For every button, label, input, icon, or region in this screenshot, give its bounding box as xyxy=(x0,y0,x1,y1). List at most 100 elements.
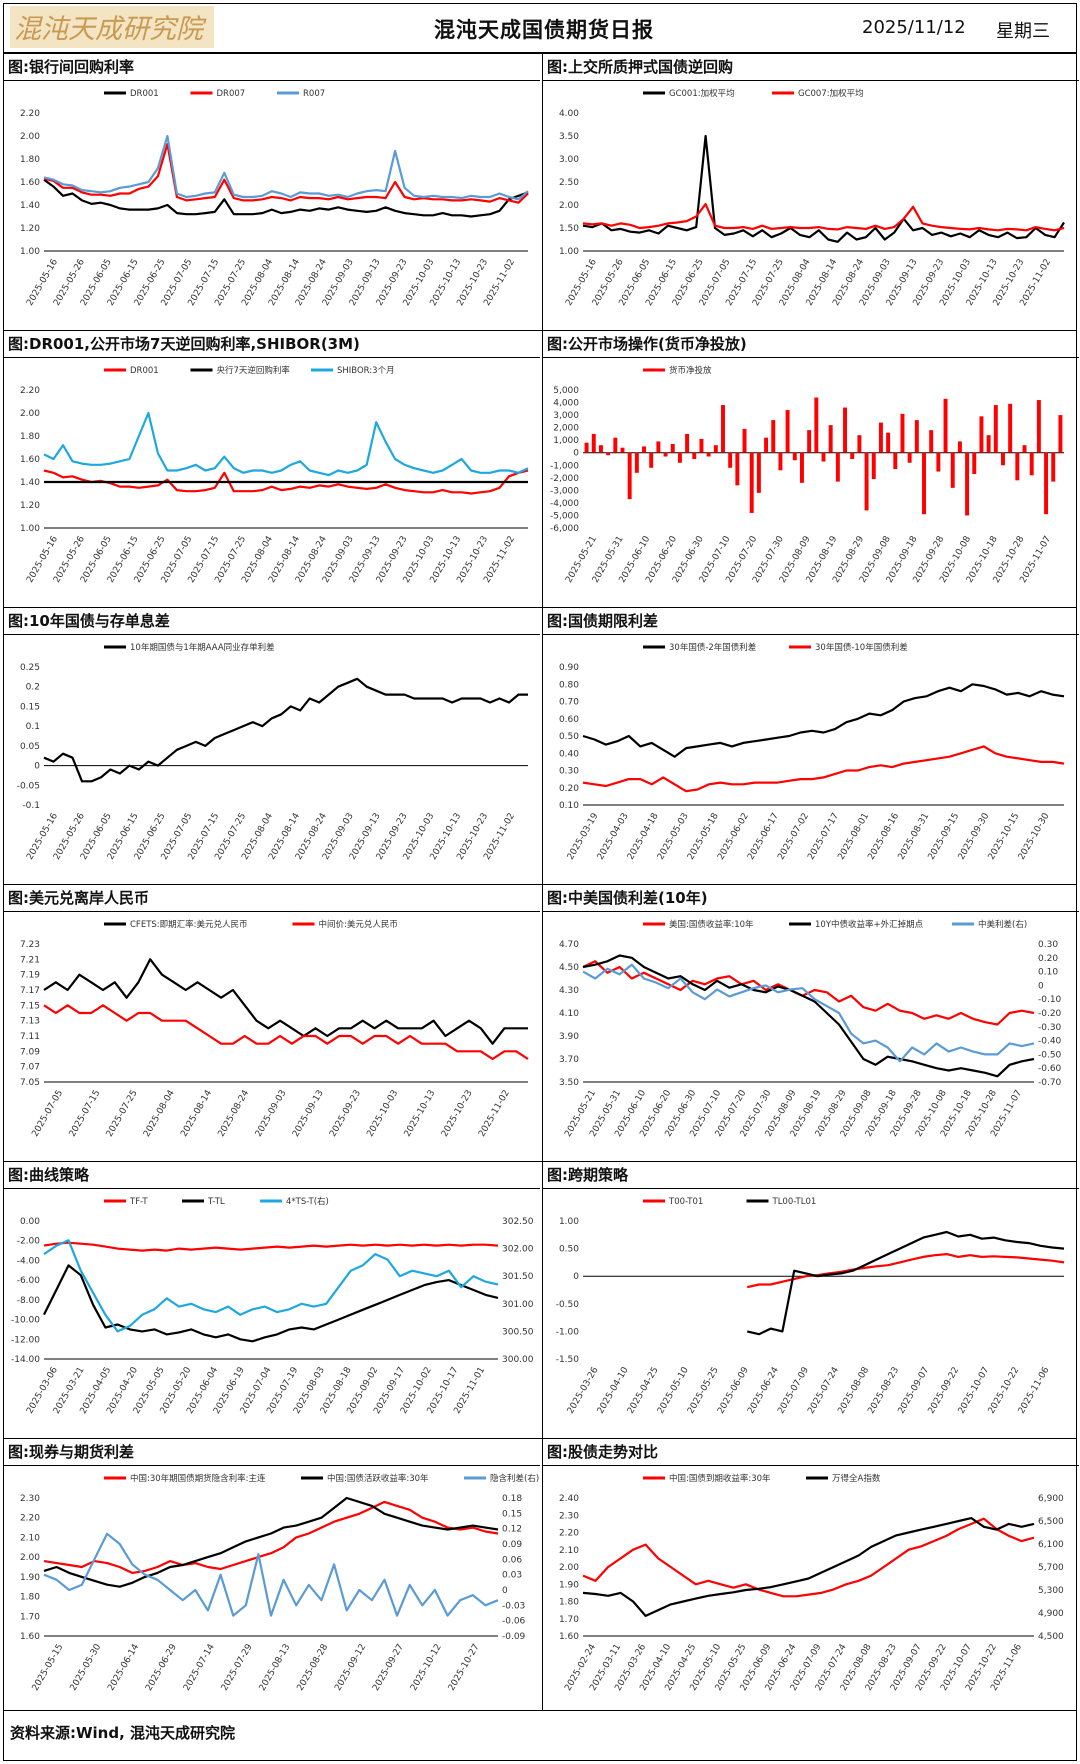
y-tick-label: 0.05 xyxy=(20,742,40,752)
x-tick-label: 2025-04-18 xyxy=(626,811,661,862)
legend-label: 货币净投放 xyxy=(669,365,712,376)
bar xyxy=(713,445,718,453)
x-tick-label: 2025-10-27 xyxy=(447,1643,482,1693)
y-tick-label: 2.00 xyxy=(559,201,579,211)
y-tick-label: 3.70 xyxy=(559,1055,579,1065)
panel-title: 图:公开市场操作(货币净投放) xyxy=(547,335,747,353)
bar xyxy=(957,441,962,453)
series-line xyxy=(582,134,1065,243)
row-divider xyxy=(4,330,1076,331)
bar xyxy=(814,397,819,453)
series-line xyxy=(746,1230,1065,1336)
legend-label: 10年期国债与1年期AAA同业存单利差 xyxy=(130,642,275,653)
panel-title: 图:股债走势对比 xyxy=(547,1443,658,1461)
y2-tick-label: 6,900 xyxy=(1038,1494,1064,1504)
y-tick-label: 1,000 xyxy=(553,436,579,446)
x-tick-label: 2025-08-23 xyxy=(866,1366,901,1416)
y-tick-label: 0 xyxy=(573,1272,579,1282)
x-tick-label: 2025-08-01 xyxy=(836,812,871,862)
series-line xyxy=(43,178,529,218)
y2-tick-label: 6,500 xyxy=(1038,1517,1064,1527)
series-line xyxy=(43,143,529,204)
y2-tick-label: 301.50 xyxy=(502,1272,534,1282)
bar xyxy=(1044,452,1049,515)
bar xyxy=(785,410,790,453)
x-tick-label: 2025-06-14 xyxy=(106,1642,141,1693)
y2-tick-label: 0.12 xyxy=(502,1525,522,1535)
panel-title: 图:跨期策略 xyxy=(547,1166,628,1184)
x-tick-label: 2025-06-29 xyxy=(144,1642,179,1693)
y-tick-label: 1.90 xyxy=(559,1580,579,1590)
x-tick-label: 2025-10-07 xyxy=(957,1366,992,1416)
series-line xyxy=(582,745,1065,793)
y2-tick-label: 6,100 xyxy=(1038,1540,1064,1550)
bar xyxy=(685,433,690,453)
bar xyxy=(914,420,919,453)
report-weekday: 星期三 xyxy=(996,21,1050,42)
report-title: 混沌天成国债期货日报 xyxy=(434,18,654,42)
bar xyxy=(749,452,754,513)
bar xyxy=(850,452,855,459)
y-tick-label: 1.20 xyxy=(20,224,40,234)
x-tick-label: 2025-10-13 xyxy=(403,1089,438,1139)
panel-calendar-strategy: 图:跨期策略 1.00 0.50 0 -0.50 -1.00 -1.50 2025-03-26… xyxy=(543,1162,1079,1438)
x-tick-label: 2025-10-03 xyxy=(365,1089,400,1139)
series-line xyxy=(582,963,1035,1063)
chart-usdcnh: 7.23 7.21 7.19 7.17 7.15 7.13 7.11 7.09 7.07 7.05… xyxy=(20,919,529,1139)
legend-label: 万得全A指数 xyxy=(832,1473,881,1484)
bar xyxy=(1001,452,1005,466)
x-tick-label: 2025-08-14 xyxy=(179,1088,214,1139)
y-tick-label: 0.80 xyxy=(559,680,579,690)
x-tick-label: 2025-06-09 xyxy=(716,1365,751,1416)
row-divider xyxy=(4,884,1076,885)
x-tick-label: 2025-04-25 xyxy=(626,1366,661,1416)
bar xyxy=(613,437,618,453)
series-line xyxy=(43,1004,529,1061)
y-tick-label: 2.30 xyxy=(559,1511,579,1521)
bar xyxy=(965,452,970,516)
bar xyxy=(792,452,797,461)
y-tick-label: 1.80 xyxy=(20,1593,40,1603)
y-tick-label: 0.30 xyxy=(559,767,579,777)
bar xyxy=(721,405,725,453)
bar xyxy=(728,452,733,468)
y2-tick-label: 0.09 xyxy=(502,1540,522,1550)
legend-label: 中国:30年期国债期货隐含利率:主连 xyxy=(130,1473,266,1484)
legend-label: GC007:加权平均 xyxy=(798,88,864,99)
panel-stock-bond: 图:股债走势对比 2.40 2.30 2.20 2.10 2.00 1.90 1.80 1.70… xyxy=(543,1439,1079,1715)
x-tick-label: 2025-10-15 xyxy=(987,812,1022,862)
x-tick-label: 2025-09-03 xyxy=(254,1089,289,1139)
y-tick-label: 0.60 xyxy=(559,715,579,725)
y2-tick-label: -0.50 xyxy=(1038,1050,1062,1060)
y2-tick-label: -0.70 xyxy=(1038,1078,1062,1088)
x-tick-label: 2025-10-22 xyxy=(987,1366,1022,1416)
bar xyxy=(764,437,769,453)
y-tick-label: 7.13 xyxy=(20,1017,40,1027)
y2-tick-label: 302.50 xyxy=(502,1217,534,1227)
legend-label: R007 xyxy=(303,89,325,99)
bar xyxy=(642,446,646,453)
legend-label: DR007 xyxy=(217,89,246,99)
legend-label: 隐含利差(右) xyxy=(490,1473,539,1484)
y-tick-label: 0.70 xyxy=(559,698,579,708)
legend-label: 中国:国债活跃收益率:30年 xyxy=(327,1473,429,1484)
x-tick-label: 2025-09-30 xyxy=(957,811,992,862)
y-tick-label: 3.50 xyxy=(559,1078,579,1088)
legend-label: 10Y中债收益率+外汇掉期点 xyxy=(815,919,924,930)
y2-tick-label: -0.10 xyxy=(1038,995,1062,1005)
y-tick-label: 0.25 xyxy=(20,663,40,673)
y-tick-label: 1.80 xyxy=(559,1598,579,1608)
chart-open-market: 5,000 4,000 3,000 2,000 1,000 0 -1,000 -2,000 -3… xyxy=(550,365,1064,585)
x-tick-label: 2025-08-31 xyxy=(897,812,932,862)
x-tick-label: 2025-11-06 xyxy=(1017,1365,1052,1416)
y-tick-label: 0.00 xyxy=(20,1217,40,1227)
y-tick-label: 0 xyxy=(34,762,40,772)
y2-tick-label: 300.00 xyxy=(502,1355,534,1365)
bar xyxy=(706,452,711,457)
y-tick-label: -0.05 xyxy=(17,781,40,791)
x-tick-label: 2025-09-15 xyxy=(927,812,962,862)
chart-interbank-repo: 1.001.201.401.601.802.002.202025-05-1620… xyxy=(20,89,529,308)
y-tick-label: 0.1 xyxy=(26,722,40,732)
chart-term-spread: 0.900.800.700.600.500.400.300.200.102025… xyxy=(559,642,1065,862)
row-divider xyxy=(4,1438,1076,1439)
